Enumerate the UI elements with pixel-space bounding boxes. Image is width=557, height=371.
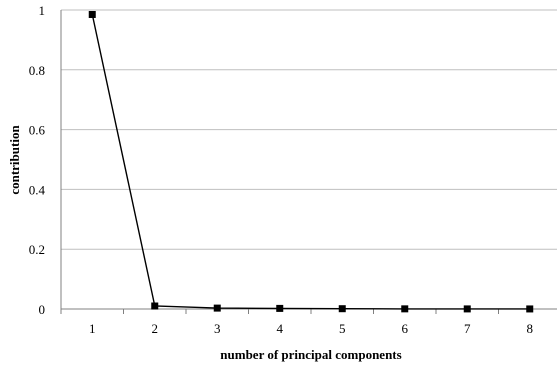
- data-series: [88, 10, 534, 313]
- x-tick-label: 7: [464, 321, 471, 336]
- x-axis-title: number of principal components: [220, 347, 401, 362]
- x-tick-label: 6: [402, 321, 409, 336]
- y-tick-label: 1: [39, 3, 46, 18]
- data-point-marker: [151, 302, 159, 310]
- y-tick-label: 0.4: [29, 182, 46, 197]
- data-point-marker: [526, 305, 534, 313]
- y-tick-label: 0.2: [29, 242, 45, 257]
- series-line: [91, 14, 530, 310]
- y-tick-label: 0.6: [29, 123, 46, 138]
- gridlines: [61, 9, 557, 250]
- axes: [60, 10, 557, 314]
- x-tick-label: 3: [214, 321, 221, 336]
- y-tick-labels: 0 0.2 0.4 0.6 0.8 1: [29, 3, 46, 317]
- data-point-marker: [463, 305, 471, 313]
- data-point-marker: [276, 304, 284, 312]
- y-axis-title: contribution: [7, 125, 22, 195]
- x-tick-label: 4: [277, 321, 284, 336]
- data-point-marker: [338, 305, 346, 313]
- x-tick-label: 2: [152, 321, 159, 336]
- data-point-marker: [401, 305, 409, 313]
- data-point-marker: [88, 10, 96, 18]
- data-point-marker: [213, 304, 221, 312]
- y-tick-label: 0: [39, 302, 46, 317]
- x-tick-label: 8: [527, 321, 534, 336]
- y-tick-label: 0.8: [29, 63, 45, 78]
- x-tick-label: 5: [339, 321, 346, 336]
- x-tick-labels: 1 2 3 4 5 6 7 8: [89, 321, 533, 336]
- x-tick-label: 1: [89, 321, 96, 336]
